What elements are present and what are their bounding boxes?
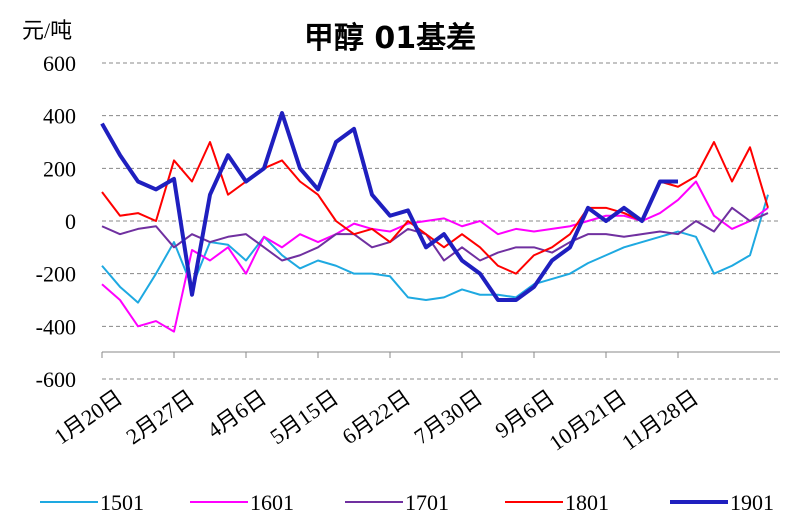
x-tick-label: 4月6日 <box>202 385 270 443</box>
legend-label: 1501 <box>100 490 144 515</box>
x-tick-label: 7月30日 <box>409 385 486 450</box>
series-line <box>101 206 769 262</box>
x-tick-label: 2月27日 <box>121 385 198 450</box>
y-tick-label: 400 <box>43 104 76 129</box>
x-tick-label: 5月15日 <box>265 385 342 450</box>
y-tick-label: 600 <box>43 51 76 76</box>
y-tick-label: -600 <box>36 367 76 392</box>
x-tick-label: 10月21日 <box>544 385 630 456</box>
x-tick-label: 11月28日 <box>617 385 703 455</box>
series-line <box>100 111 678 302</box>
series-line <box>101 180 769 333</box>
series-line <box>101 194 769 304</box>
y-tick-label: 200 <box>43 156 76 181</box>
x-tick-label: 1月20日 <box>49 385 126 450</box>
y-axis-label: 元/吨 <box>22 18 72 43</box>
y-tick-label: -400 <box>36 314 76 339</box>
y-tick-label: -200 <box>36 262 76 287</box>
legend-label: 1601 <box>250 490 294 515</box>
chart-title: 甲醇 01基差 <box>304 21 476 56</box>
x-tick-label: 6月22日 <box>337 385 414 450</box>
legend-label: 1701 <box>405 490 449 515</box>
legend-label: 1901 <box>730 490 774 515</box>
legend-label: 1801 <box>565 490 609 515</box>
y-tick-label: 0 <box>65 209 76 234</box>
